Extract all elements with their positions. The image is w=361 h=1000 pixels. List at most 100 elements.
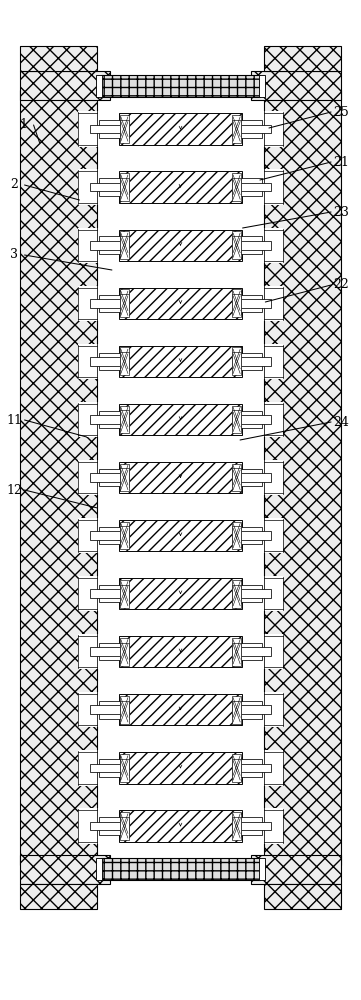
Bar [232, 764, 271, 772]
Bar [232, 464, 241, 487]
Bar [119, 171, 242, 203]
Bar [251, 855, 341, 884]
Bar [120, 638, 129, 661]
Bar [120, 410, 129, 433]
Bar [120, 347, 129, 370]
Bar [78, 750, 99, 786]
Bar [239, 230, 242, 261]
Bar [119, 694, 242, 725]
Bar [119, 230, 122, 261]
Bar [262, 111, 283, 147]
Bar [119, 578, 122, 609]
Bar [232, 580, 241, 603]
Bar [232, 647, 271, 656]
Bar [101, 75, 260, 97]
Bar [262, 460, 283, 495]
Bar [232, 705, 271, 714]
Bar [262, 750, 283, 786]
Bar [264, 46, 341, 71]
Bar [264, 884, 341, 909]
Bar [20, 90, 97, 865]
Bar [78, 692, 99, 727]
Bar [90, 705, 129, 714]
Text: 1: 1 [19, 118, 27, 131]
Bar [232, 638, 241, 661]
Bar [90, 647, 129, 656]
Bar [99, 411, 122, 428]
Bar [20, 71, 110, 100]
Bar [232, 589, 271, 598]
Bar [119, 404, 122, 435]
Bar [262, 808, 283, 844]
Bar [99, 236, 122, 254]
Text: 23: 23 [333, 206, 349, 219]
Bar [239, 113, 242, 145]
Bar [119, 171, 122, 203]
Bar [262, 634, 283, 669]
Text: 3: 3 [10, 248, 18, 261]
Bar [232, 231, 241, 254]
Bar [78, 576, 99, 611]
Bar [99, 120, 122, 138]
Bar [119, 578, 242, 609]
Text: 11: 11 [6, 414, 22, 426]
Bar [78, 169, 99, 205]
Bar [239, 462, 242, 493]
Bar [120, 585, 129, 608]
Bar [120, 526, 129, 549]
Bar [232, 812, 241, 835]
Bar [262, 344, 283, 379]
Bar [90, 473, 129, 482]
Bar [119, 113, 122, 145]
Bar [119, 520, 242, 551]
Bar [262, 169, 283, 205]
Bar [232, 473, 271, 482]
Bar [232, 585, 241, 608]
Bar [232, 115, 241, 138]
Text: 22: 22 [333, 278, 349, 292]
Text: 24: 24 [333, 416, 349, 428]
Bar [78, 460, 99, 495]
Bar [99, 759, 122, 777]
Bar [96, 858, 102, 880]
Bar [99, 701, 122, 719]
Bar [119, 578, 122, 609]
Bar [119, 288, 122, 319]
Bar [119, 636, 122, 667]
Bar [120, 289, 129, 312]
Bar [90, 241, 129, 250]
Bar [259, 858, 265, 880]
Bar [119, 694, 122, 725]
Bar [120, 294, 129, 317]
Bar [239, 527, 262, 544]
Bar [119, 810, 122, 842]
Bar [120, 236, 129, 259]
Bar [99, 817, 122, 835]
Bar [120, 352, 129, 375]
Bar [232, 178, 241, 201]
Bar [99, 469, 122, 486]
Bar [232, 415, 271, 424]
Bar [119, 404, 242, 435]
Bar [239, 295, 262, 312]
Bar [99, 178, 122, 196]
Bar [232, 120, 241, 143]
Bar [262, 286, 283, 321]
Bar [239, 810, 242, 842]
Bar [119, 171, 122, 203]
Bar [119, 113, 242, 145]
Bar [262, 518, 283, 553]
Bar [232, 817, 241, 840]
Bar [120, 754, 129, 777]
Bar [120, 812, 129, 835]
Bar [232, 643, 241, 666]
Bar [232, 299, 271, 308]
Bar [119, 462, 122, 493]
Bar [78, 286, 99, 321]
Bar [239, 817, 262, 835]
Bar [239, 288, 242, 319]
Bar [232, 183, 271, 191]
Bar [20, 884, 97, 909]
Text: 25: 25 [333, 105, 349, 118]
Bar [239, 404, 242, 435]
